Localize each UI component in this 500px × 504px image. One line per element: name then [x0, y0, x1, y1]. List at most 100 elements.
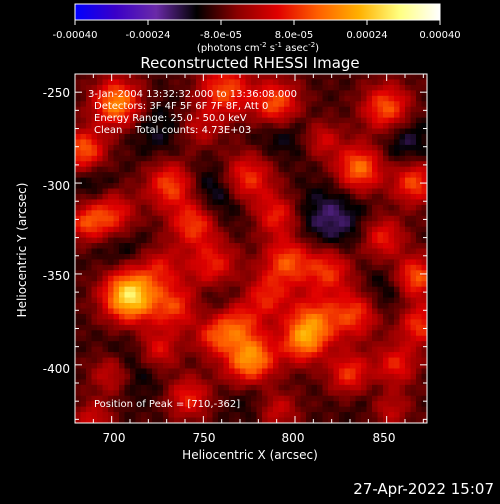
heatmap-cell — [174, 74, 180, 80]
heatmap-cell — [394, 264, 400, 271]
heatmap-cell — [421, 210, 428, 217]
heatmap-cell — [328, 281, 334, 288]
heatmap-cell — [229, 341, 235, 348]
heatmap-cell — [179, 292, 186, 298]
heatmap-cell — [86, 341, 92, 348]
heatmap-cell — [361, 395, 367, 402]
heatmap-cell — [262, 95, 268, 102]
heatmap-cell — [179, 74, 186, 80]
heatmap-cell — [168, 346, 175, 353]
heatmap-cell — [190, 248, 197, 255]
heatmap-cell — [102, 117, 109, 124]
heatmap-cell — [366, 133, 373, 140]
heatmap-cell — [201, 330, 208, 337]
heatmap-cell — [377, 248, 384, 255]
heatmap-cell — [218, 352, 224, 358]
heatmap-cell — [157, 352, 164, 358]
heatmap-cell — [75, 133, 81, 140]
heatmap-cell — [416, 357, 422, 364]
heatmap-cell — [108, 248, 114, 255]
heatmap-cell — [405, 243, 411, 249]
heatmap-cell — [306, 352, 312, 358]
heatmap-cell — [135, 172, 142, 179]
heatmap-cell — [174, 313, 180, 320]
plot-frame — [74, 73, 428, 424]
heatmap-cell — [383, 226, 389, 233]
heatmap-cell — [190, 303, 197, 309]
heatmap-cell — [339, 90, 345, 97]
heatmap-cell — [251, 384, 257, 391]
heatmap-cell — [350, 363, 356, 369]
heatmap-cell — [295, 172, 301, 179]
heatmap-cell — [421, 330, 428, 337]
heatmap-cell — [212, 117, 219, 124]
heatmap-cell — [179, 368, 186, 375]
heatmap-cell — [421, 248, 428, 255]
heatmap-cell — [119, 259, 125, 266]
heatmap-cell — [102, 395, 109, 402]
heatmap-cell — [201, 150, 208, 157]
heatmap-cell — [196, 303, 202, 309]
heatmap-cell — [394, 177, 400, 184]
heatmap-cell — [240, 286, 246, 293]
heatmap-cell — [388, 297, 395, 304]
heatmap-cell — [146, 84, 153, 91]
heatmap-cell — [344, 406, 351, 413]
heatmap-cell — [130, 112, 136, 119]
heatmap-cell — [97, 292, 103, 298]
axis-ticks — [74, 73, 427, 423]
heatmap-cell — [97, 412, 103, 418]
heatmap-cell — [333, 275, 340, 282]
heatmap-cell — [311, 204, 318, 211]
heatmap-cell — [361, 232, 367, 238]
heatmap-cell — [306, 150, 312, 157]
heatmap-cell — [267, 177, 274, 184]
heatmap-cell — [174, 286, 180, 293]
heatmap-cell — [388, 139, 395, 146]
heatmap-cell — [262, 210, 268, 217]
heatmap-cell — [300, 188, 307, 195]
heatmap-cell — [344, 357, 351, 364]
heatmap-cell — [124, 144, 131, 151]
heatmap-cell — [113, 150, 120, 157]
heatmap-cell — [366, 313, 373, 320]
heatmap-cell — [383, 281, 389, 288]
heatmap-cell — [234, 379, 241, 386]
heatmap-cell — [333, 308, 340, 315]
heatmap-cell — [377, 237, 384, 244]
heatmap-cell — [146, 417, 153, 424]
heatmap-cell — [234, 292, 241, 298]
heatmap-cell — [394, 215, 400, 222]
heatmap-cell — [289, 226, 296, 233]
heatmap-cell — [163, 95, 169, 102]
heatmap-cell — [141, 357, 147, 364]
heatmap-cell — [311, 193, 318, 200]
y-tick-label-neg250: -250 — [43, 86, 70, 100]
heatmap-cell — [350, 297, 356, 304]
heatmap-cell — [223, 412, 230, 418]
heatmap-cell — [141, 215, 147, 222]
heatmap-cell — [267, 221, 274, 228]
heatmap-cell — [163, 139, 169, 146]
heatmap-cell — [185, 199, 191, 206]
heatmap-cell — [135, 84, 142, 91]
heatmap-cell — [388, 253, 395, 260]
heatmap-cell — [124, 74, 131, 80]
heatmap-cell — [317, 330, 323, 337]
heatmap-cell — [289, 79, 296, 86]
heatmap-cell — [130, 84, 136, 91]
heatmap-cell — [245, 117, 252, 124]
heatmap-cell — [207, 319, 213, 326]
heatmap-cell — [377, 90, 384, 97]
heatmap-cell — [251, 292, 257, 298]
heatmap-cell — [388, 368, 395, 375]
heatmap-cell — [289, 406, 296, 413]
heatmap-cell — [421, 193, 428, 200]
heatmap-cell — [86, 390, 92, 397]
heatmap-cell — [157, 177, 164, 184]
heatmap-cell — [355, 106, 362, 113]
heatmap-cell — [317, 183, 323, 189]
heatmap-cell — [394, 303, 400, 309]
heatmap-cell — [355, 335, 362, 342]
x-tick-label-750: 750 — [193, 431, 216, 445]
